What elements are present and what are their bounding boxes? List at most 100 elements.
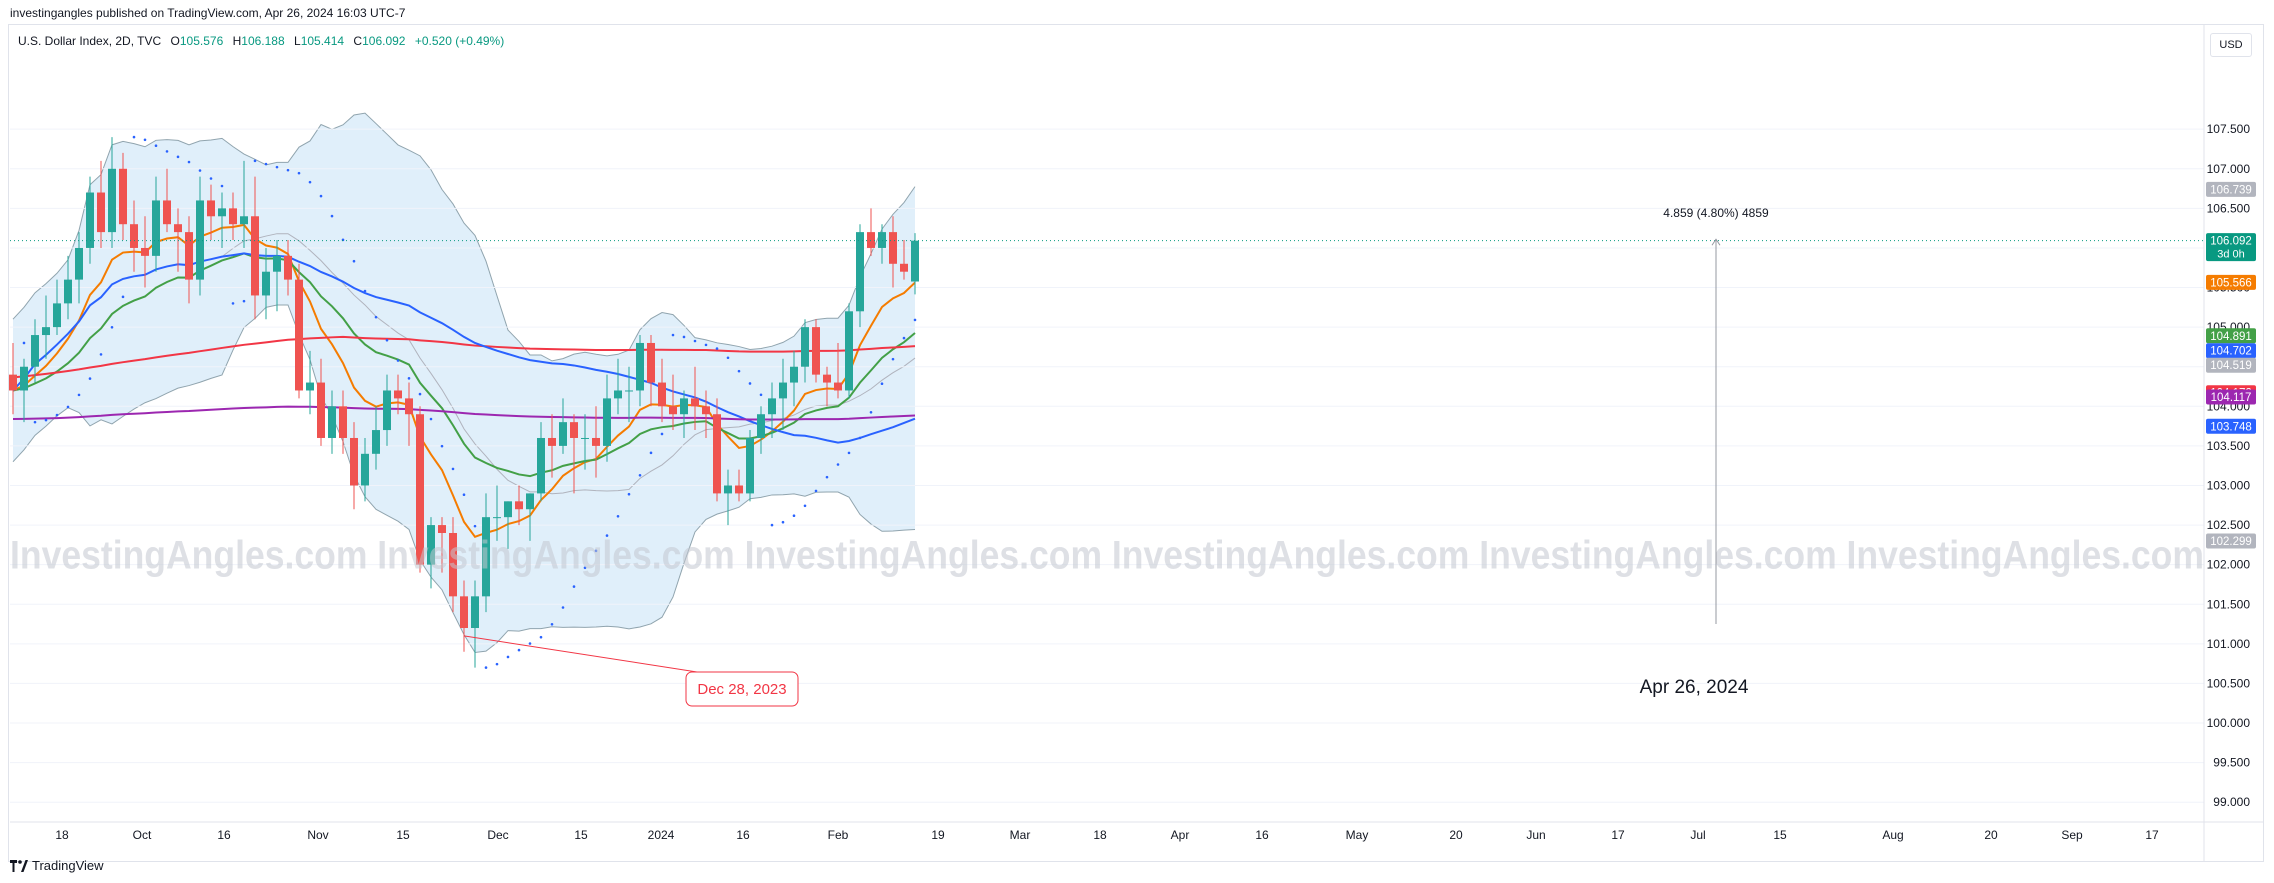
currency-button[interactable]: USD	[2210, 33, 2252, 57]
parabolic-sar-dot	[264, 162, 268, 166]
change-value: +0.520 (+0.49%)	[414, 34, 505, 48]
parabolic-sar-dot	[561, 606, 565, 609]
x-tick-label: Nov	[307, 828, 328, 842]
parabolic-sar-dot	[539, 635, 543, 639]
x-tick-label: 15	[396, 828, 410, 842]
price-tag	[2206, 233, 2256, 262]
x-tick-label: Jun	[1526, 828, 1545, 842]
price-tag	[2206, 343, 2256, 359]
candle-body	[889, 232, 897, 264]
parabolic-sar-dot	[231, 302, 235, 305]
parabolic-sar-dot	[528, 642, 532, 645]
price-tag	[2206, 274, 2256, 290]
parabolic-sar-dot	[396, 359, 400, 362]
ohlc-legend: U.S. Dollar Index, 2D, TVC O105.576 H106…	[18, 34, 510, 48]
candle-body	[130, 224, 138, 248]
close-label: C	[353, 34, 363, 48]
candle-body	[493, 517, 501, 519]
parabolic-sar-dot	[99, 353, 103, 356]
price-tag-label: 104.891	[2210, 331, 2252, 343]
candle-body	[790, 366, 798, 383]
parabolic-sar-dot	[847, 451, 851, 455]
parabolic-sar-dot	[583, 566, 587, 570]
parabolic-sar-dot	[726, 356, 730, 360]
footer-brand-label: TradingView	[32, 858, 104, 873]
price-tag-sublabel: 3d 0h	[2217, 249, 2245, 261]
candle-body	[262, 271, 270, 296]
x-tick-label: Sep	[2061, 828, 2083, 842]
candle-body	[20, 366, 28, 391]
parabolic-sar-dot	[187, 160, 191, 164]
y-tick-label: 107.500	[2207, 122, 2251, 136]
candle-body	[735, 485, 743, 494]
candle-body	[372, 430, 380, 454]
x-tick-label: 17	[2145, 828, 2159, 842]
candle-body	[614, 390, 622, 399]
parabolic-sar-dot	[55, 413, 59, 417]
candle-body	[713, 414, 721, 494]
candle-body	[669, 406, 677, 415]
x-tick-label: 19	[931, 828, 945, 842]
candle-body	[97, 192, 105, 233]
x-tick-label: Dec	[487, 828, 508, 842]
x-tick-label: 16	[217, 828, 231, 842]
parabolic-sar-dot	[66, 405, 70, 409]
x-tick-label: Aug	[1882, 828, 1903, 842]
candle-body	[625, 390, 633, 392]
price-tag-label: 106.092	[2210, 236, 2252, 248]
parabolic-sar-dot	[462, 493, 466, 497]
parabolic-sar-dot	[627, 492, 631, 496]
parabolic-sar-dot	[616, 514, 620, 518]
parabolic-sar-dot	[869, 410, 873, 414]
x-tick-label: Apr	[1171, 828, 1190, 842]
open-label: O	[170, 34, 180, 48]
candle-body	[350, 437, 358, 486]
candle-body	[361, 453, 369, 486]
candle-body	[196, 200, 204, 280]
candle-body	[75, 247, 83, 280]
candle-body	[152, 200, 160, 256]
x-tick-label: 15	[574, 828, 588, 842]
price-tag-label: 106.739	[2210, 184, 2252, 196]
published-info: investingangles published on TradingView…	[10, 6, 406, 20]
callout-box	[685, 671, 799, 707]
price-tag	[2206, 418, 2256, 434]
open-value: 105.576	[179, 34, 224, 48]
parabolic-sar-dot	[473, 524, 477, 528]
parabolic-sar-dot	[407, 377, 411, 380]
parabolic-sar-dot	[286, 168, 290, 172]
parabolic-sar-dot	[330, 214, 334, 218]
parabolic-sar-dot	[220, 184, 224, 188]
moving-average-line-3	[12, 335, 916, 379]
candle-body	[581, 437, 589, 439]
candle-body	[867, 232, 875, 248]
chart-frame	[8, 24, 2264, 862]
parabolic-sar-dot	[495, 662, 499, 666]
parabolic-sar-dot	[693, 339, 697, 343]
parabolic-sar-dot	[836, 463, 840, 466]
y-tick-label: 102.500	[2207, 518, 2251, 532]
tradingview-logo-icon	[10, 859, 28, 872]
parabolic-sar-dot	[825, 475, 829, 479]
parabolic-sar-dot	[737, 369, 741, 373]
candle-body	[295, 279, 303, 391]
candle-body	[328, 406, 336, 438]
candle-body	[284, 255, 292, 280]
price-tag-label: 105.566	[2210, 277, 2252, 289]
price-tag-label: 103.748	[2210, 421, 2252, 433]
candle-body	[251, 216, 259, 296]
parabolic-sar-dot	[671, 333, 675, 337]
y-tick-label: 106.500	[2207, 201, 2251, 215]
parabolic-sar-dot	[759, 393, 763, 397]
x-tick-label: 18	[55, 828, 69, 842]
candle-body	[405, 398, 413, 415]
candle-body	[273, 255, 281, 272]
candle-body	[339, 406, 347, 438]
parabolic-sar-dot	[440, 444, 444, 448]
candle-body	[306, 382, 314, 391]
candle-body	[504, 501, 512, 518]
y-tick-label: 99.500	[2213, 756, 2250, 770]
candle-body	[207, 200, 215, 217]
candle-body	[42, 327, 50, 336]
